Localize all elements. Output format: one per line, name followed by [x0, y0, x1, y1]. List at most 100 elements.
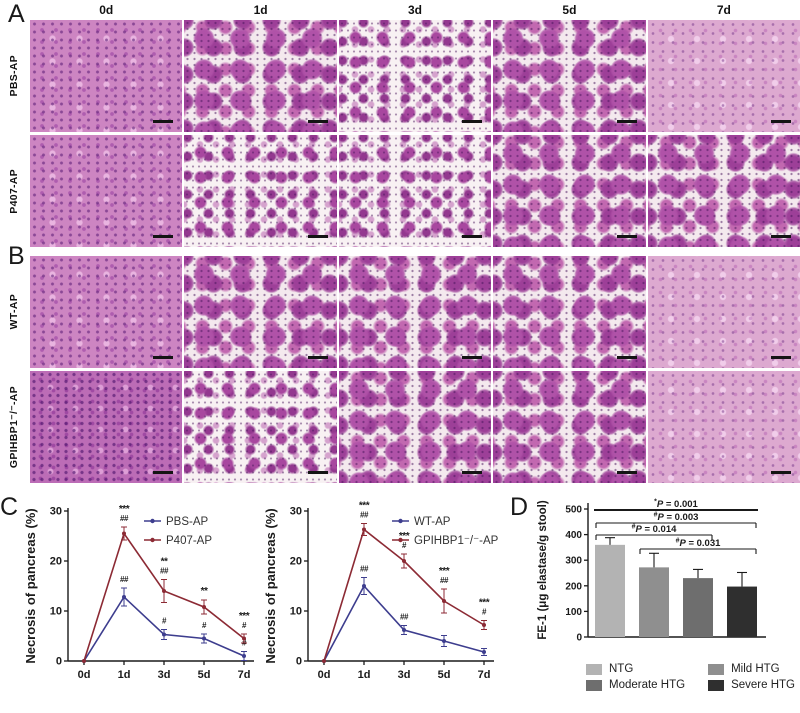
data-point [242, 636, 246, 641]
scale-bar [307, 235, 328, 238]
data-point [322, 659, 326, 663]
y-tick-label: 0 [576, 633, 582, 644]
data-point [82, 659, 86, 663]
timepoint-label: 0d [99, 3, 114, 17]
histology-image [184, 20, 337, 132]
data-point [482, 650, 486, 654]
significance-annotation: *** [359, 501, 370, 512]
scale-bar [307, 120, 328, 123]
histology-image [493, 256, 646, 368]
data-point [162, 589, 166, 593]
legend-label: NTG [609, 663, 634, 675]
x-tick-label: 3d [158, 669, 171, 681]
row-label: GPIHBP1⁻/⁻-AP [0, 371, 28, 483]
data-point [482, 623, 486, 627]
scale-bar [462, 120, 483, 123]
x-tick-label: 5d [198, 669, 211, 681]
legend-label: WT-AP [414, 516, 451, 528]
panel-b-label: B [8, 242, 25, 270]
histology-row: GPIHBP1⁻/⁻-AP [0, 371, 800, 483]
significance-annotation: ## [440, 576, 449, 585]
histology-row: PBS-AP [0, 20, 800, 132]
header-spacer [0, 3, 28, 17]
data-point [122, 531, 126, 536]
scale-bar [616, 356, 637, 359]
x-tick-label: 3d [398, 669, 411, 681]
y-tick-label: 300 [565, 556, 582, 567]
scale-bar [771, 356, 792, 359]
scale-bar [616, 235, 637, 238]
row-label-text: PBS-AP [8, 55, 20, 97]
y-tick-label: 100 [565, 607, 582, 618]
y-tick-label: 20 [50, 556, 62, 568]
significance-annotation: ## [120, 514, 129, 523]
scale-bar [307, 356, 328, 359]
data-point [202, 605, 206, 609]
significance-annotation: *** [479, 598, 490, 609]
data-point [442, 599, 446, 603]
scale-bar [616, 471, 637, 474]
scale-bar [462, 356, 483, 359]
scale-bar [153, 120, 174, 123]
data-point [202, 636, 206, 641]
data-point [122, 595, 126, 599]
row-label: P407-AP [0, 135, 28, 247]
legend-label: Moderate HTG [609, 679, 686, 691]
legend-item: Moderate HTG [586, 679, 688, 691]
significance-annotation: *** [239, 611, 250, 622]
legend-marker-point [398, 518, 403, 524]
histology-image [647, 135, 800, 247]
x-tick-label: 0d [78, 669, 91, 681]
row-label-text: GPIHBP1⁻/⁻-AP [8, 385, 20, 469]
significance-annotation: *** [119, 504, 130, 515]
panel-a-label: A [8, 0, 25, 28]
x-tick-label: 1d [358, 669, 371, 681]
histology-image [493, 135, 646, 247]
x-tick-label: 7d [478, 669, 491, 681]
x-tick-label: 1d [118, 669, 131, 681]
x-tick-label: 0d [318, 669, 331, 681]
scale-bar [307, 471, 328, 474]
histology-image [647, 371, 800, 483]
data-point [162, 632, 166, 637]
timepoint-label: 5d [562, 3, 577, 17]
p-value-label: *P = 0.001 [654, 499, 698, 511]
data-point [442, 639, 446, 643]
y-axis-title: Necrosis of pancreas (%) [263, 508, 278, 663]
bar [639, 567, 669, 637]
fe1-legend: NTG Moderate HTG Mild HTG Severe HTG [586, 663, 798, 691]
necrosis-line-chart-pbs-p407: 0 10 20 30 0d 1d 3d 5d 7d Necrosis of pancreas (%… [23, 504, 254, 681]
histology-image [30, 135, 183, 247]
scale-bar [771, 471, 792, 474]
significance-annotation: ## [360, 565, 369, 574]
y-tick-label: 20 [290, 556, 302, 568]
legend-swatch [708, 679, 725, 691]
panel-d-column: 0 100 200 300 400 500 FE-1 (μg elastase/g stoo… [534, 489, 798, 692]
legend-label: GPIHBP1⁻/⁻-AP [414, 535, 499, 547]
legend-marker-point [150, 518, 155, 524]
y-tick-label: 0 [296, 656, 302, 668]
histology-image [338, 256, 492, 368]
legend-swatch [708, 663, 725, 675]
significance-annotation: ## [360, 511, 369, 520]
row-label: WT-AP [0, 256, 28, 368]
y-tick-label: 10 [50, 606, 62, 618]
data-point [362, 527, 366, 532]
legend-label: P407-AP [166, 535, 212, 547]
panel-c-label: C [0, 493, 19, 521]
significance-annotation: # [242, 621, 247, 630]
histology-row: WT-AP [0, 256, 800, 368]
y-axis-title: FE-1 (μg elastase/g stool) [537, 500, 549, 639]
scale-bar [462, 471, 483, 474]
histology-image [30, 256, 183, 368]
bar [727, 586, 757, 637]
row-label-text: P407-AP [8, 168, 20, 214]
histology-image [493, 371, 646, 483]
scale-bar [153, 356, 174, 359]
charts-row: C 0 10 20 30 0d 1d 3d 5d 7d Necrosis of pancreas … [0, 489, 800, 707]
legend-label: Severe HTG [731, 679, 795, 691]
histology-image [184, 371, 337, 483]
significance-annotation: # [482, 608, 487, 617]
scale-bar [153, 235, 174, 238]
significance-annotation: ## [400, 613, 409, 622]
